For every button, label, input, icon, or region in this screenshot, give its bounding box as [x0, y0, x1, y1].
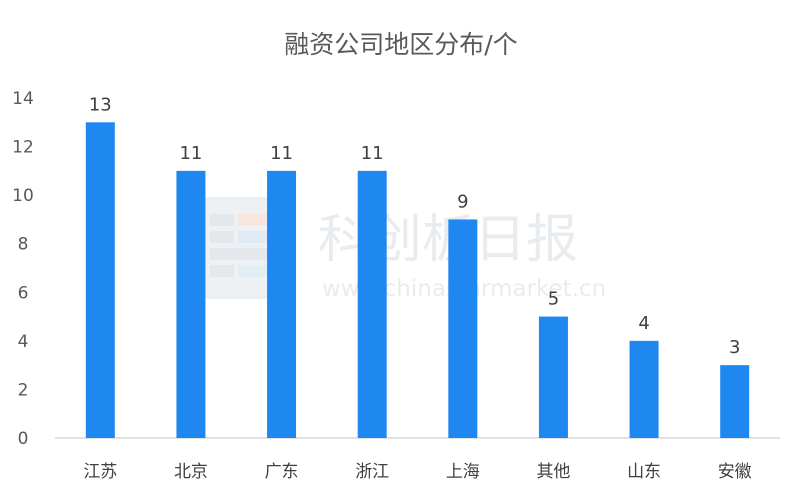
watermark-logo-icon — [193, 197, 291, 299]
bar — [720, 365, 750, 438]
y-tick-label: 6 — [18, 283, 29, 303]
watermark-logo-text: 科创板日报 — [318, 210, 578, 270]
data-label: 5 — [548, 289, 559, 310]
x-tick-label: 其他 — [536, 462, 570, 482]
bar-series — [85, 122, 750, 439]
bar — [448, 219, 478, 438]
y-tick-label: 14 — [12, 89, 34, 109]
data-label: 11 — [179, 143, 202, 164]
data-labels: 13 11 11 11 9 5 4 3 — [89, 94, 741, 358]
x-tick-label: 安徽 — [718, 462, 752, 482]
watermark: 科创板日报 www.chinastarmarket.cn — [193, 197, 606, 302]
data-label: 11 — [270, 143, 293, 164]
y-tick-label: 2 — [18, 380, 29, 400]
data-label: 9 — [457, 191, 468, 212]
y-tick-label: 10 — [12, 186, 34, 206]
x-tick-label: 江苏 — [83, 462, 117, 482]
data-label: 13 — [89, 94, 112, 115]
bar — [538, 316, 568, 438]
bar — [629, 340, 659, 438]
x-tick-label: 上海 — [446, 462, 480, 482]
bar — [176, 170, 206, 438]
y-tick-label: 0 — [18, 429, 29, 449]
x-tick-label: 山东 — [627, 462, 661, 482]
x-axis: 江苏 北京 广东 浙江 上海 其他 山东 安徽 — [83, 462, 751, 482]
bar — [85, 122, 115, 439]
bar — [267, 170, 297, 438]
x-tick-label: 北京 — [174, 462, 208, 482]
x-tick-label: 浙江 — [355, 462, 389, 482]
data-label: 4 — [638, 313, 649, 334]
y-axis: 0 2 4 6 8 10 12 14 — [12, 89, 34, 449]
y-tick-label: 12 — [12, 138, 34, 158]
chart-title: 融资公司地区分布/个 — [284, 30, 517, 59]
data-label: 11 — [361, 143, 384, 164]
y-tick-label: 8 — [18, 235, 29, 255]
y-tick-label: 4 — [18, 332, 29, 352]
data-label: 3 — [729, 337, 740, 358]
x-tick-label: 广东 — [265, 462, 299, 482]
bar — [357, 170, 387, 438]
